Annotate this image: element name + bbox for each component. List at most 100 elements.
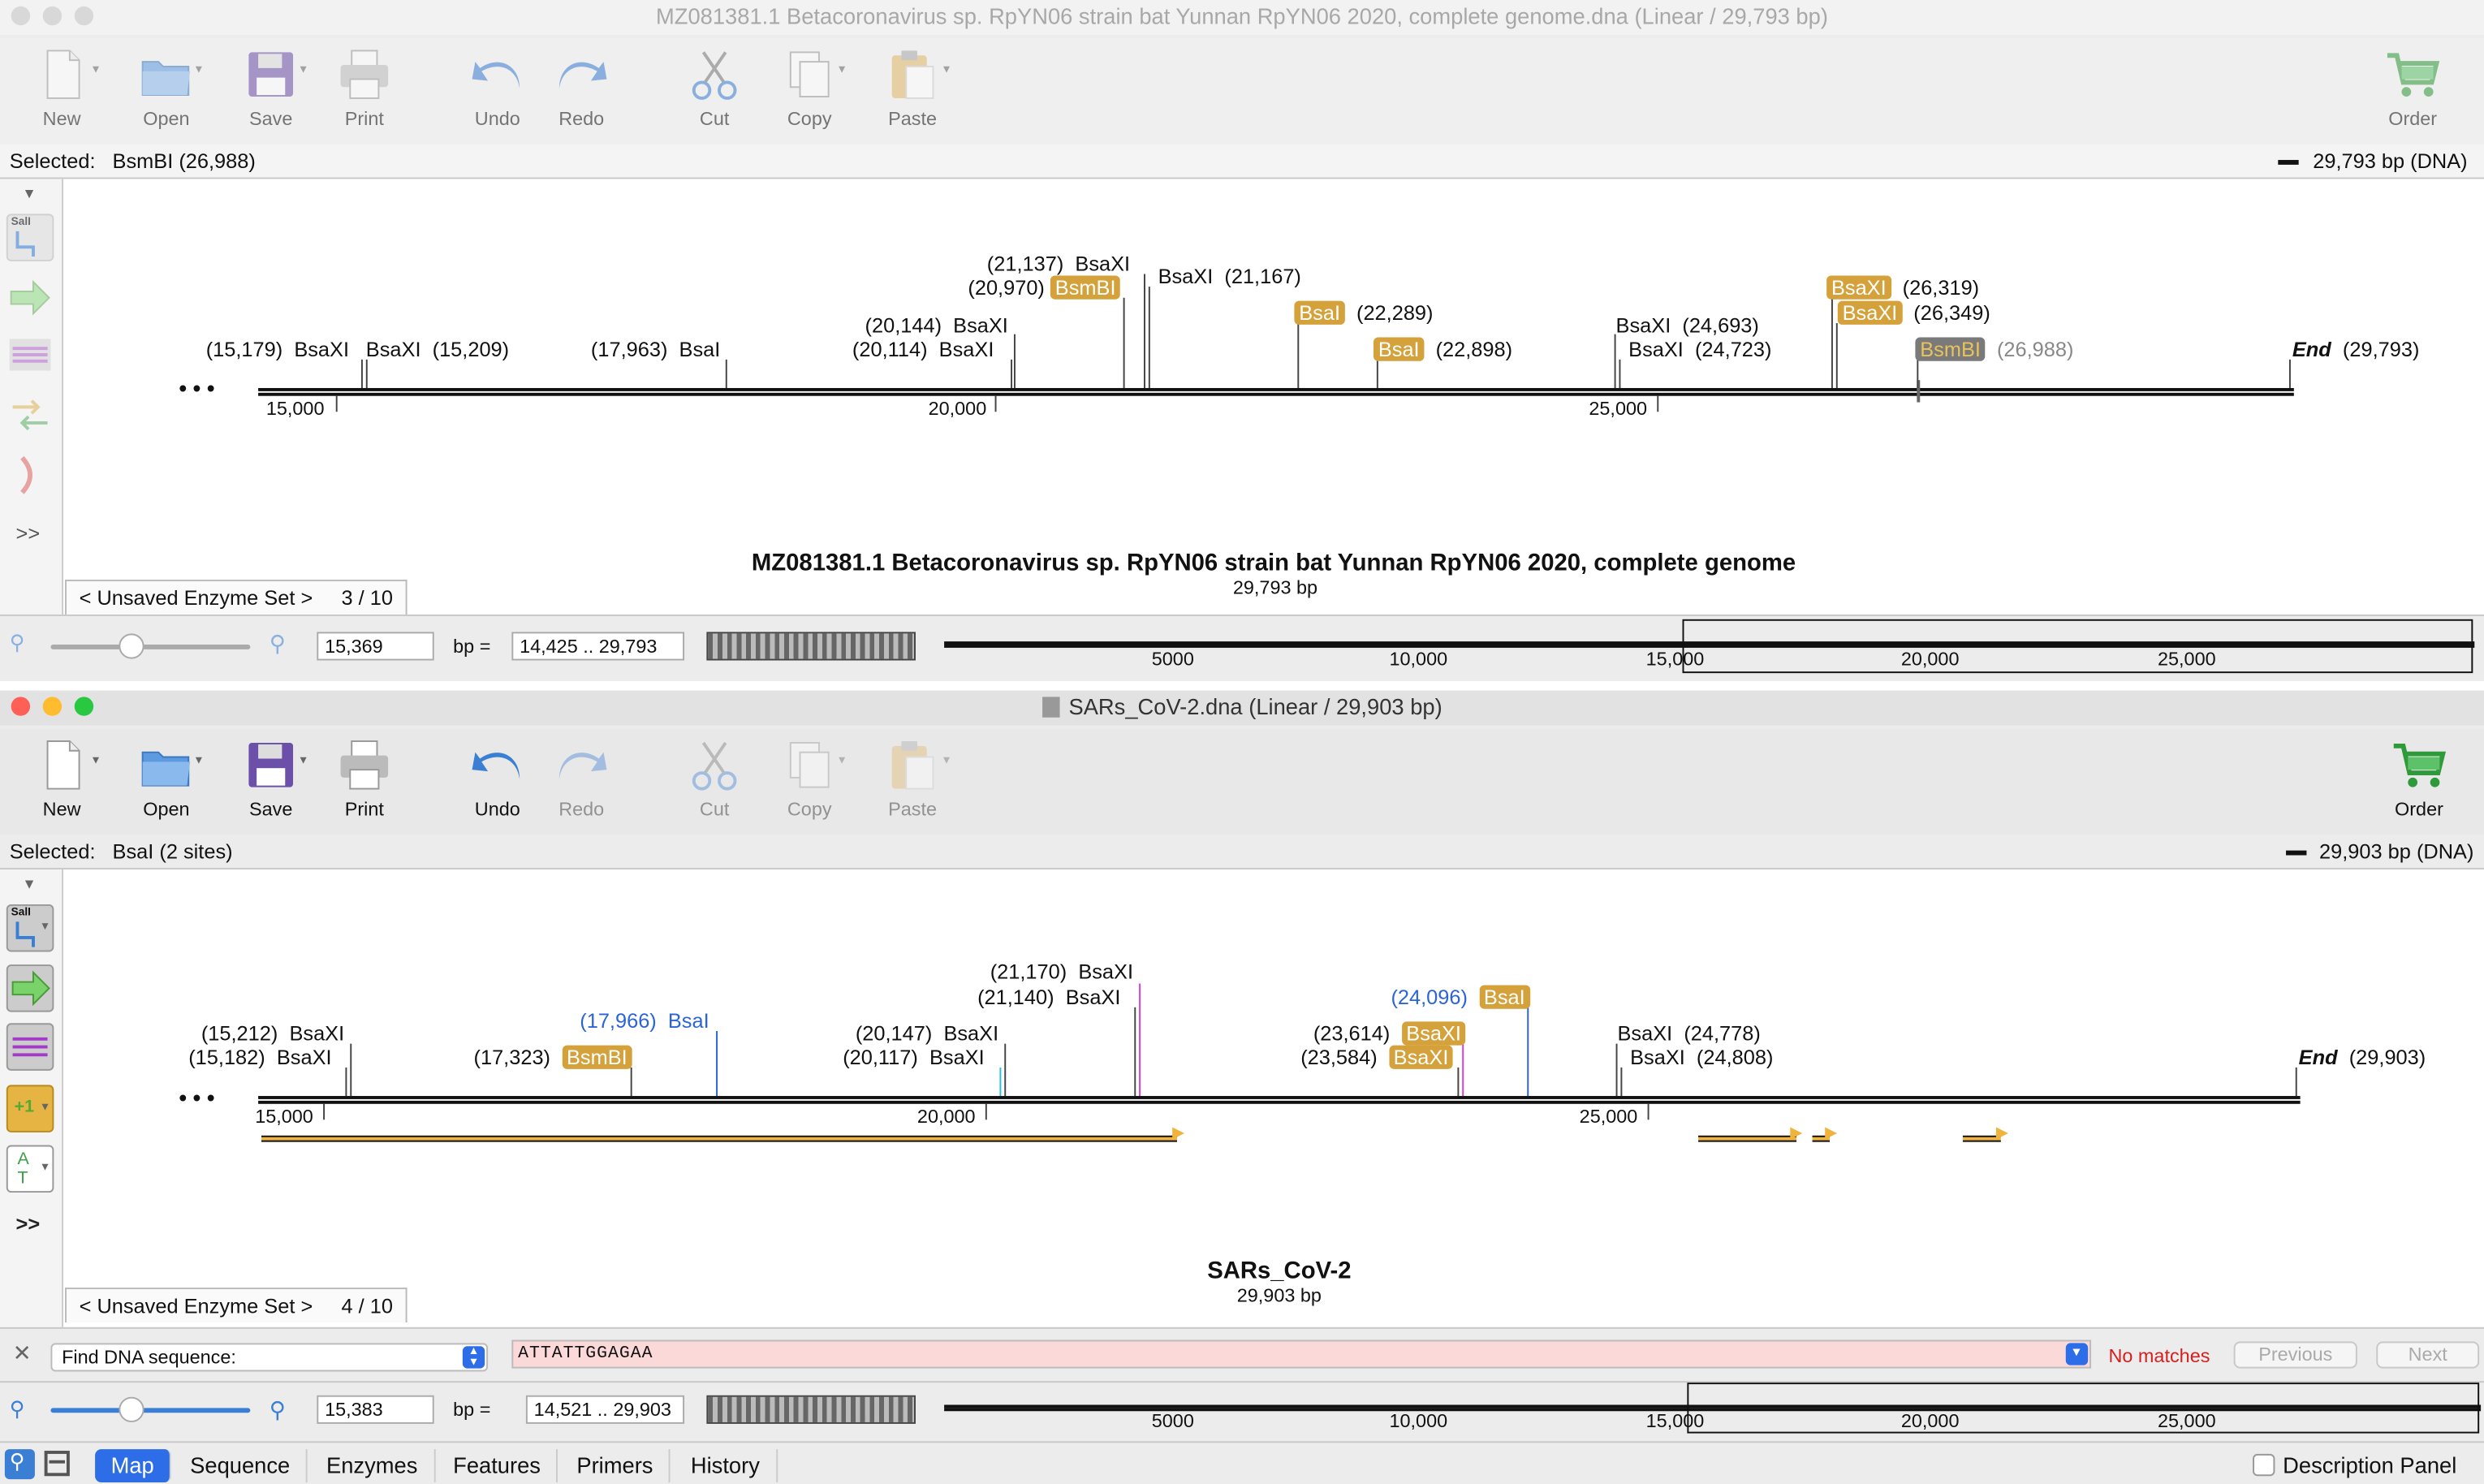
chevron-down-icon[interactable]: ▼: [941, 64, 952, 76]
enzyme-site-label[interactable]: (15,212) BsaXI: [201, 1021, 345, 1046]
save-button[interactable]: Save: [223, 738, 318, 821]
enzyme-site-label[interactable]: BsaI (22,898): [1373, 337, 1512, 361]
save-button[interactable]: Save: [223, 48, 318, 130]
feature-arrow[interactable]: [1962, 1135, 2001, 1142]
enzyme-site-label[interactable]: (21,170) BsaXI: [990, 960, 1134, 984]
paste-button[interactable]: Paste: [865, 738, 960, 821]
order-button[interactable]: Order: [2365, 48, 2460, 130]
tab-features[interactable]: Features: [438, 1449, 558, 1483]
tab-map[interactable]: Map: [95, 1449, 172, 1483]
reading-frame-tool[interactable]: +1: [6, 1085, 54, 1132]
minimize-window-button[interactable]: [42, 697, 63, 716]
chevron-down-icon[interactable]: ▼: [39, 921, 51, 934]
redo-button[interactable]: Redo: [534, 48, 629, 130]
close-find-icon[interactable]: ✕: [12, 1339, 32, 1365]
tab-primers[interactable]: Primers: [561, 1449, 671, 1483]
list-view-toggle[interactable]: [44, 1451, 70, 1477]
orf-tool[interactable]: [6, 1023, 54, 1071]
translation-tool[interactable]: [6, 451, 54, 499]
undo-button[interactable]: Undo: [450, 48, 545, 130]
chevron-down-icon[interactable]: ▼: [193, 755, 205, 767]
chevron-down-icon[interactable]: ▼: [836, 755, 847, 767]
collapse-triangle-icon[interactable]: ▼: [22, 875, 37, 892]
enzyme-site-label[interactable]: BsaXI (26,319): [1826, 275, 1979, 300]
range-field[interactable]: 14,425 .. 29,793: [511, 632, 685, 661]
enzyme-sall-tool[interactable]: SalI: [6, 904, 54, 952]
enzyme-site-label[interactable]: BsaI (22,289): [1294, 300, 1433, 325]
minimize-window-button[interactable]: [42, 6, 63, 26]
zoom-slider-thumb[interactable]: [119, 633, 144, 659]
cut-button[interactable]: Cut: [667, 738, 762, 821]
feature-arrow-tool[interactable]: [6, 274, 54, 322]
enzyme-site-label[interactable]: BsaXI (21,167): [1158, 264, 1301, 289]
enzyme-site-label[interactable]: (15,182) BsaXI: [188, 1045, 332, 1069]
enzyme-site-label[interactable]: (20,144) BsaXI: [865, 313, 1008, 338]
feature-arrow[interactable]: [261, 1135, 1177, 1142]
chevron-down-icon[interactable]: ▼: [297, 755, 309, 767]
enzyme-set-tab[interactable]: < Unsaved Enzyme Set > 4 / 10: [65, 1288, 408, 1323]
enzyme-site-label[interactable]: (17,963) BsaI: [590, 337, 721, 361]
enzyme-site-label[interactable]: (17,323) BsmBI: [474, 1045, 632, 1069]
tab-enzymes[interactable]: Enzymes: [310, 1449, 435, 1483]
chevron-down-icon[interactable]: ▼: [941, 755, 952, 767]
redo-button[interactable]: Redo: [534, 738, 629, 821]
zoom-out-icon[interactable]: ⚲: [9, 1396, 25, 1421]
new-button[interactable]: New: [15, 48, 110, 130]
find-sequence-input[interactable]: ATTATTGGAGAA ▼: [511, 1339, 2092, 1369]
close-window-button[interactable]: [11, 6, 31, 26]
enzyme-site-label[interactable]: BsaXI (26,349): [1837, 300, 1990, 325]
overview-viewport[interactable]: [1682, 619, 2473, 674]
tab-history[interactable]: History: [675, 1449, 778, 1483]
close-window-button[interactable]: [11, 697, 31, 716]
enzyme-site-label[interactable]: (20,114) BsaXI: [852, 337, 994, 361]
zoom-window-button[interactable]: [74, 6, 94, 26]
enzyme-site-label[interactable]: (21,140) BsaXI: [977, 985, 1121, 1009]
chevron-down-icon[interactable]: ▼: [90, 755, 101, 767]
new-button[interactable]: New: [15, 738, 110, 821]
order-button[interactable]: Order: [2371, 738, 2466, 821]
copy-button[interactable]: Copy: [762, 48, 857, 130]
enzyme-set-tab[interactable]: < Unsaved Enzyme Set > 3 / 10: [65, 580, 408, 615]
zoom-bp-field[interactable]: 15,369: [317, 632, 434, 661]
zoom-slider-thumb[interactable]: [119, 1396, 144, 1422]
tab-sequence[interactable]: Sequence: [175, 1449, 308, 1483]
enzyme-site-label[interactable]: (15,179) BsaXI: [205, 337, 350, 361]
chevron-down-icon[interactable]: ▼: [297, 64, 309, 76]
map-view[interactable]: ▼ SalI >> • • • 15,000 20,000 25,000: [0, 179, 2484, 615]
zoom-in-icon[interactable]: ⚲: [269, 630, 286, 656]
feature-arrow[interactable]: [1812, 1135, 1831, 1142]
chevron-down-icon[interactable]: ▼: [39, 1162, 51, 1174]
paste-button[interactable]: Paste: [865, 48, 960, 130]
feature-arrow-tool[interactable]: [6, 964, 54, 1012]
more-tools-button[interactable]: >>: [15, 520, 41, 546]
sequence-display-tool[interactable]: A T: [6, 1145, 54, 1193]
open-button[interactable]: Open: [119, 48, 213, 130]
chevron-down-icon[interactable]: ▼: [90, 64, 101, 76]
next-button[interactable]: Next: [2376, 1341, 2480, 1369]
copy-button[interactable]: Copy: [762, 738, 857, 821]
undo-button[interactable]: Undo: [450, 738, 545, 821]
enzyme-site-label[interactable]: (20,970) BsmBI: [968, 275, 1121, 300]
primer-tool[interactable]: [6, 391, 54, 439]
enzyme-site-label[interactable]: BsaXI (24,808): [1630, 1045, 1774, 1069]
chevron-down-icon[interactable]: ▼: [2065, 1343, 2089, 1365]
enzyme-site-label[interactable]: (24,096) BsaI: [1391, 985, 1530, 1009]
more-tools-button[interactable]: >>: [15, 1211, 41, 1236]
zoom-in-icon[interactable]: ⚲: [269, 1396, 286, 1422]
enzyme-site-label[interactable]: (20,117) BsaXI: [843, 1045, 985, 1069]
enzyme-sall-tool[interactable]: SalI: [6, 214, 54, 261]
print-button[interactable]: Print: [317, 738, 412, 821]
enzyme-site-label[interactable]: BsaXI (24,778): [1617, 1021, 1761, 1046]
range-field[interactable]: 14,521 .. 29,903: [525, 1395, 685, 1424]
description-panel-checkbox[interactable]: [2253, 1453, 2275, 1477]
collapse-triangle-icon[interactable]: ▼: [22, 185, 37, 201]
zoom-window-button[interactable]: [74, 697, 94, 716]
orf-tool[interactable]: [6, 331, 54, 379]
find-type-select[interactable]: Find DNA sequence: ▲ ▼: [50, 1343, 489, 1372]
enzyme-site-label[interactable]: (23,614) BsaXI: [1313, 1021, 1466, 1046]
chevron-down-icon[interactable]: ▼: [39, 1102, 51, 1114]
feature-arrow[interactable]: [1698, 1135, 1797, 1142]
enzyme-site-label[interactable]: BsaXI (24,723): [1628, 337, 1772, 361]
enzyme-site-label[interactable]: BsaXI (24,693): [1615, 313, 1759, 338]
open-button[interactable]: Open: [119, 738, 213, 821]
